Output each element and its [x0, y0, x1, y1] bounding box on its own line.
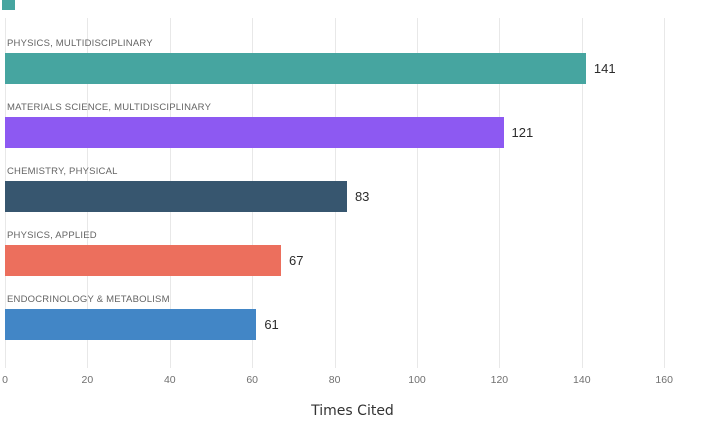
bar[interactable] [5, 181, 347, 212]
category-label: PHYSICS, APPLIED [7, 230, 97, 241]
bar[interactable] [5, 117, 504, 148]
x-tick-label: 0 [2, 374, 8, 386]
value-label: 141 [593, 61, 616, 76]
gridline [581, 18, 583, 368]
x-tick-label: 60 [246, 374, 259, 386]
gridline [417, 18, 418, 368]
value-label: 61 [264, 317, 279, 332]
category-label: PHYSICS, MULTIDISCIPLINARY [7, 38, 153, 49]
value-label: 121 [511, 125, 534, 140]
gridline [664, 18, 666, 368]
x-axis-title: Times Cited [311, 403, 394, 419]
x-tick-label: 100 [408, 374, 426, 386]
corner-swatch [2, 0, 15, 10]
bar[interactable] [5, 309, 257, 340]
value-label: 67 [289, 253, 304, 268]
category-label: ENDOCRINOLOGY & METABOLISM [7, 294, 170, 305]
plot-area: PHYSICS, MULTIDISCIPLINARY 141 MATERIALS… [0, 18, 705, 368]
x-tick-label: 160 [655, 374, 673, 386]
bar[interactable] [5, 53, 586, 84]
x-tick-label: 40 [163, 374, 176, 386]
gridline [499, 18, 501, 368]
x-tick-label: 20 [81, 374, 94, 386]
x-tick-label: 140 [573, 374, 591, 386]
bar[interactable] [5, 245, 282, 276]
x-tick-label: 120 [490, 374, 509, 386]
category-label: CHEMISTRY, PHYSICAL [7, 166, 118, 177]
x-axis-tick-row: 0 20 40 60 80 100 120 140 160 [0, 374, 705, 390]
category-label: MATERIALS SCIENCE, MULTIDISCIPLINARY [7, 102, 212, 113]
value-label: 83 [354, 189, 370, 204]
x-tick-label: 80 [328, 374, 341, 386]
